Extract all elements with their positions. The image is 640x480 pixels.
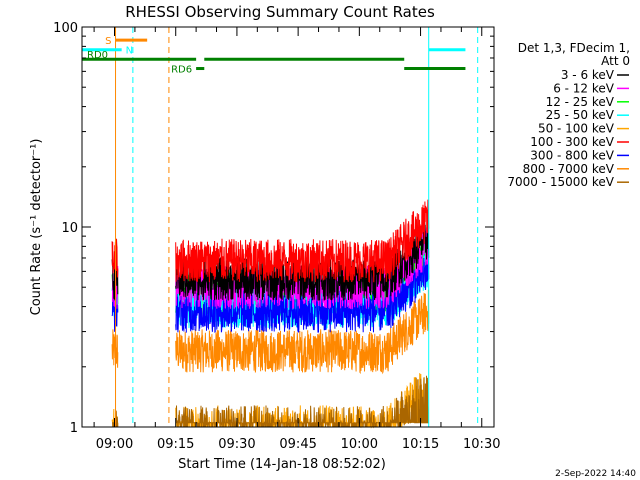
legend-header-line-2: Att 0 [601,54,630,68]
annotation-label: S [105,36,111,47]
y-tick-label: 1 [70,421,78,436]
y-tick-label: 10 [61,221,78,236]
x-tick-label: 09:00 [96,437,133,452]
legend-entry-label: 12 - 25 keV [546,95,615,109]
legend-entry-label: 300 - 800 keV [530,148,614,162]
series-path [111,329,119,368]
x-tick-label: 10:00 [341,437,378,452]
x-axis-label: Start Time (14-Jan-18 08:52:02) [178,457,386,472]
series-path [175,199,430,283]
legend-entry-label: 50 - 100 keV [538,122,615,136]
legend-entry-label: 800 - 7000 keV [523,162,615,176]
x-axis: 09:00 09:15 09:30 09:45 10:00 10:15 10:30 [93,27,500,452]
y-axis-label: Count Rate (s⁻¹ detector⁻¹) [29,139,44,316]
x-tick-label: 09:45 [279,437,316,452]
series-layer [111,199,430,429]
chart-title: RHESSI Observing Summary Count Rates [125,3,435,21]
marker-layer [115,27,479,427]
y-axis: 1 10 100 [53,21,494,436]
annotation-label: RD0 [87,50,108,61]
series-path [111,291,119,332]
legend-entry-label: 25 - 50 keV [546,108,615,122]
legend-entry-label: 6 - 12 keV [553,81,615,95]
x-tick-label: 09:30 [218,437,255,452]
series-path [111,238,119,278]
x-tick-label: 09:15 [157,437,194,452]
annotation-layer: S N RD0 RD6 [82,36,466,76]
series-path [111,258,119,301]
x-tick-label: 10:15 [402,437,439,452]
legend-entry-label: 100 - 300 keV [530,135,614,149]
annotation-label: N [126,46,133,57]
y-tick-label: 100 [53,21,78,36]
legend-header-line-1: Det 1,3, FDecim 1, [518,41,630,55]
annotation-label: RD6 [171,65,192,76]
series-trace [111,199,430,283]
series-path [175,289,430,375]
x-tick-label: 10:30 [463,437,500,452]
timestamp: 2-Sep-2022 14:40 [555,469,636,479]
legend-entry-label: 3 - 6 keV [561,68,615,82]
series-trace [111,289,430,375]
legend-entry-label: 7000 - 15000 keV [507,175,614,189]
